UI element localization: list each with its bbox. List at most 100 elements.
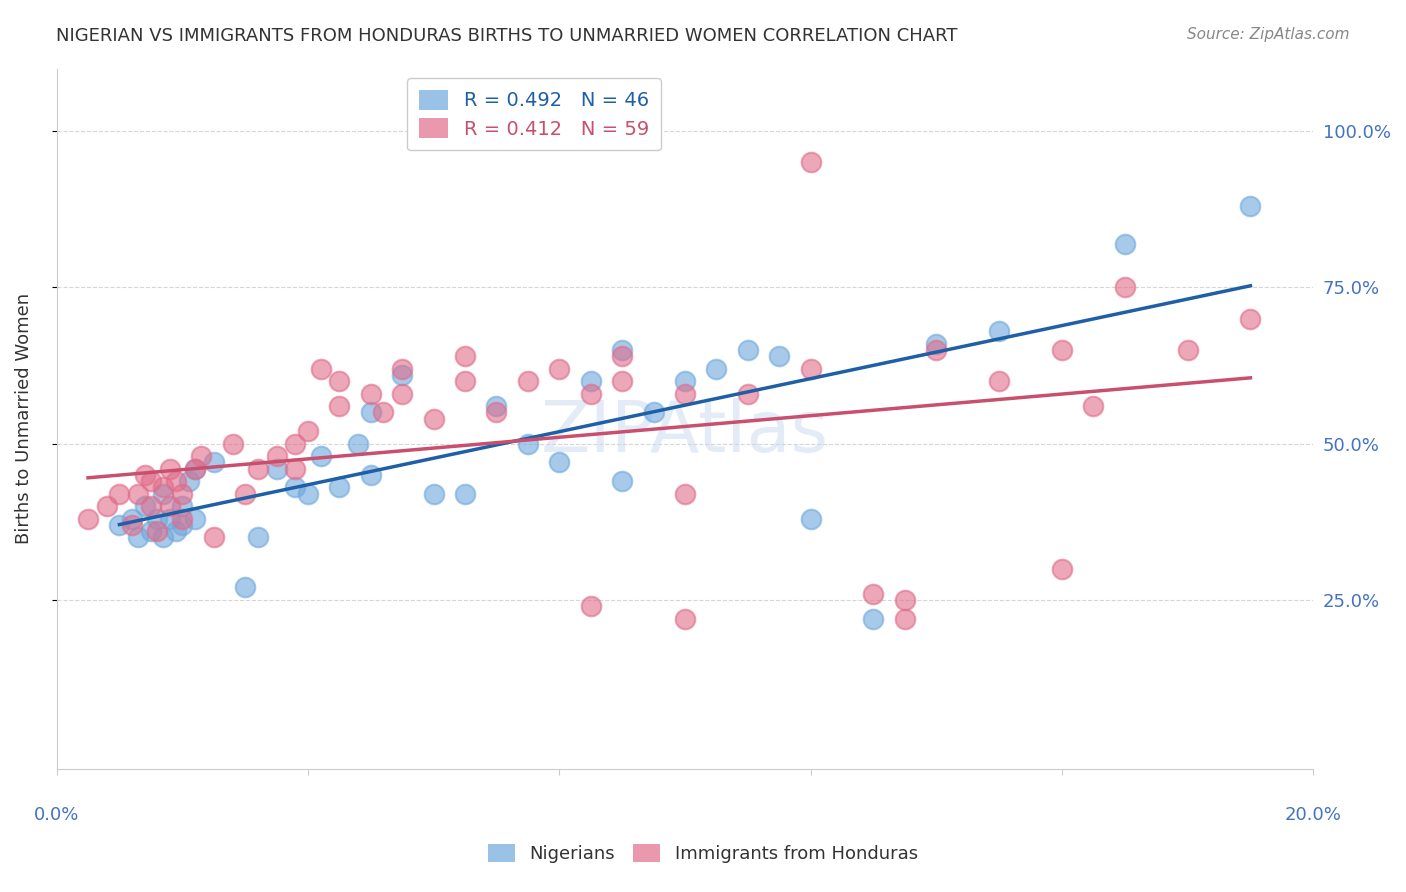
Point <box>159 499 181 513</box>
Point <box>134 467 156 482</box>
Point <box>737 386 759 401</box>
Point <box>297 486 319 500</box>
Point <box>579 386 602 401</box>
Point <box>610 374 633 388</box>
Point <box>159 461 181 475</box>
Point <box>146 511 169 525</box>
Point <box>516 436 538 450</box>
Point <box>96 499 118 513</box>
Point <box>548 455 571 469</box>
Point <box>373 405 395 419</box>
Point <box>360 386 382 401</box>
Point <box>165 474 187 488</box>
Point <box>422 486 444 500</box>
Point <box>862 612 884 626</box>
Point <box>454 374 477 388</box>
Point <box>485 399 508 413</box>
Point <box>391 386 413 401</box>
Point <box>177 474 200 488</box>
Point <box>233 486 256 500</box>
Point <box>184 461 207 475</box>
Point <box>360 467 382 482</box>
Point <box>266 461 288 475</box>
Point <box>184 461 207 475</box>
Point <box>309 449 332 463</box>
Point <box>139 499 162 513</box>
Point <box>673 374 696 388</box>
Point <box>894 612 917 626</box>
Point <box>108 486 131 500</box>
Text: ZIPAtlas: ZIPAtlas <box>541 398 830 467</box>
Text: 0.0%: 0.0% <box>34 806 79 824</box>
Point <box>1083 399 1105 413</box>
Point <box>172 517 194 532</box>
Point <box>165 524 187 538</box>
Point <box>127 486 149 500</box>
Point <box>246 461 269 475</box>
Point <box>1050 561 1073 575</box>
Point <box>454 349 477 363</box>
Point <box>202 530 225 544</box>
Point <box>221 436 243 450</box>
Point <box>673 386 696 401</box>
Point <box>328 480 350 494</box>
Point <box>328 374 350 388</box>
Point <box>800 361 823 376</box>
Point <box>643 405 665 419</box>
Point <box>121 517 143 532</box>
Point <box>172 486 194 500</box>
Point <box>127 530 149 544</box>
Point <box>266 449 288 463</box>
Point <box>862 587 884 601</box>
Point <box>1239 311 1261 326</box>
Point <box>1114 236 1136 251</box>
Point <box>146 524 169 538</box>
Point <box>347 436 370 450</box>
Point <box>284 436 307 450</box>
Point <box>1239 199 1261 213</box>
Point <box>184 511 207 525</box>
Point <box>737 343 759 357</box>
Point <box>706 361 728 376</box>
Point <box>516 374 538 388</box>
Point <box>121 511 143 525</box>
Point <box>673 612 696 626</box>
Point <box>894 593 917 607</box>
Y-axis label: Births to Unmarried Women: Births to Unmarried Women <box>15 293 32 544</box>
Text: NIGERIAN VS IMMIGRANTS FROM HONDURAS BIRTHS TO UNMARRIED WOMEN CORRELATION CHART: NIGERIAN VS IMMIGRANTS FROM HONDURAS BIR… <box>56 27 957 45</box>
Point <box>800 155 823 169</box>
Point <box>172 499 194 513</box>
Point <box>202 455 225 469</box>
Point <box>1177 343 1199 357</box>
Point <box>152 480 174 494</box>
Point <box>297 424 319 438</box>
Point <box>548 361 571 376</box>
Point <box>391 361 413 376</box>
Point <box>579 374 602 388</box>
Point <box>246 530 269 544</box>
Point <box>360 405 382 419</box>
Point <box>1114 280 1136 294</box>
Point <box>610 343 633 357</box>
Point <box>309 361 332 376</box>
Point <box>988 324 1011 338</box>
Point <box>925 343 948 357</box>
Point <box>139 474 162 488</box>
Point <box>610 474 633 488</box>
Point <box>77 511 100 525</box>
Text: Source: ZipAtlas.com: Source: ZipAtlas.com <box>1187 27 1350 42</box>
Point <box>988 374 1011 388</box>
Point <box>485 405 508 419</box>
Text: 20.0%: 20.0% <box>1285 806 1341 824</box>
Point <box>139 524 162 538</box>
Point <box>172 511 194 525</box>
Point <box>134 499 156 513</box>
Point <box>190 449 212 463</box>
Point <box>391 368 413 382</box>
Point <box>159 511 181 525</box>
Point <box>454 486 477 500</box>
Legend: Nigerians, Immigrants from Honduras: Nigerians, Immigrants from Honduras <box>477 833 929 874</box>
Point <box>768 349 790 363</box>
Legend: R = 0.492   N = 46, R = 0.412   N = 59: R = 0.492 N = 46, R = 0.412 N = 59 <box>408 78 661 151</box>
Point <box>284 461 307 475</box>
